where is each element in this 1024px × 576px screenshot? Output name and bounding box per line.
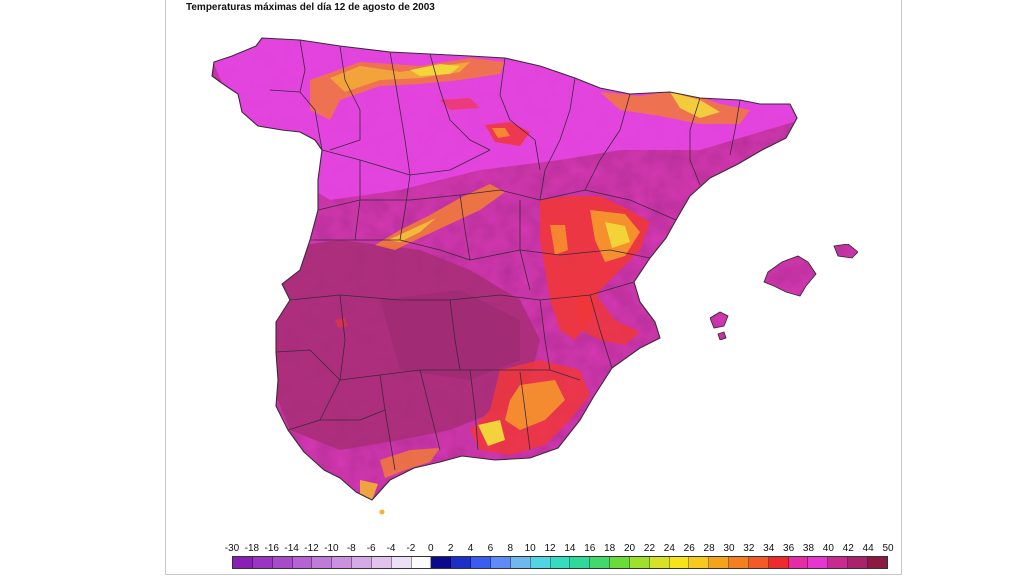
island-ibiza: [709, 311, 729, 329]
legend-swatch: [233, 557, 253, 568]
legend-swatch: [471, 557, 491, 568]
legend-tick-label: 14: [564, 543, 576, 554]
legend-tick-label: 28: [703, 543, 715, 554]
island-formentera: [717, 331, 727, 341]
legend-swatch: [252, 557, 273, 568]
island-mallorca: [763, 255, 817, 297]
legend-swatch: [550, 557, 571, 568]
legend-tick-label: 44: [862, 543, 874, 554]
legend-tick-label: 12: [544, 543, 556, 554]
legend-swatch: [391, 557, 412, 568]
legend-swatch: [590, 557, 611, 568]
legend-tick-label: 40: [822, 543, 834, 554]
legend-tick-label: 24: [663, 543, 675, 554]
legend-labels: -30 -18 -16 -14 -12 -10 -8 -6 -4 -2 0 2 4 6 8 10 12 14 16 1…: [224, 543, 894, 557]
legend-swatch: [490, 557, 511, 568]
legend-swatch: [748, 557, 769, 568]
temperature-map: [211, 37, 859, 515]
legend-tick-label: 30: [723, 543, 735, 554]
legend-tick-label: 36: [783, 543, 795, 554]
legend-swatch: [768, 557, 789, 568]
legend-tick-label: -12: [304, 543, 319, 554]
legend-swatch: [451, 557, 472, 568]
legend-tick-label: 6: [487, 543, 494, 554]
legend-swatch: [431, 557, 452, 568]
legend-swatch: [312, 557, 333, 568]
legend-tick-label: -8: [346, 543, 356, 554]
legend-tick-label: 20: [624, 543, 636, 554]
legend-swatch: [332, 557, 353, 568]
legend-tick-label: 50: [882, 543, 894, 554]
legend-swatch: [868, 557, 887, 568]
legend-swatch: [371, 557, 392, 568]
legend-tick-label: 22: [643, 543, 656, 554]
legend-swatch: [570, 557, 591, 568]
legend-tick-label: 8: [507, 543, 514, 554]
legend-color-bar: [232, 556, 888, 569]
legend-swatch: [530, 557, 551, 568]
legend-swatch: [272, 557, 293, 568]
ceuta-speck: [379, 509, 385, 515]
legend-swatch: [669, 557, 690, 568]
balearic-islands: [709, 243, 859, 341]
legend-tick-label: 32: [743, 543, 755, 554]
legend-swatch: [808, 557, 829, 568]
legend-swatch: [292, 557, 313, 568]
legend-tick-label: -10: [324, 543, 339, 554]
legend-tick-label: 2: [447, 543, 454, 554]
region-pyrenees-band: [600, 90, 750, 124]
legend-tick-label: 34: [763, 543, 775, 554]
legend-tick-label: 16: [584, 543, 596, 554]
map-title: Temperaturas máximas del día 12 de agost…: [186, 2, 435, 13]
legend-swatch: [709, 557, 730, 568]
legend-tick-label: 26: [683, 543, 695, 554]
legend-tick-label: 10: [524, 543, 536, 554]
legend-tick-label: -16: [264, 543, 279, 554]
legend-tick-label: -4: [386, 543, 396, 554]
legend-swatch: [689, 557, 710, 568]
legend-swatch: [848, 557, 868, 568]
legend-tick-label: -18: [244, 543, 260, 554]
legend-tick-label: 0: [428, 543, 434, 554]
legend-tick-label: -6: [366, 543, 376, 554]
legend-tick-label: -14: [284, 543, 299, 554]
legend-swatch: [610, 557, 630, 568]
legend-tick-label: 4: [467, 543, 474, 554]
island-menorca: [833, 243, 859, 259]
legend-swatch: [788, 557, 809, 568]
legend-tick-label: 38: [802, 543, 815, 554]
legend-swatch: [629, 557, 650, 568]
legend-tick-label: -2: [406, 543, 416, 554]
map-frame: [165, 0, 902, 575]
legend-swatch: [729, 557, 749, 568]
legend-swatch: [352, 557, 372, 568]
legend-swatch: [510, 557, 531, 568]
province-borders: [211, 37, 798, 501]
legend-swatch: [828, 557, 849, 568]
legend-tick-label: -30: [224, 543, 240, 554]
legend-tick-label: 18: [604, 543, 616, 554]
legend-tick-label: 42: [842, 543, 854, 554]
legend-swatch: [649, 557, 670, 568]
legend-swatch: [411, 557, 432, 568]
